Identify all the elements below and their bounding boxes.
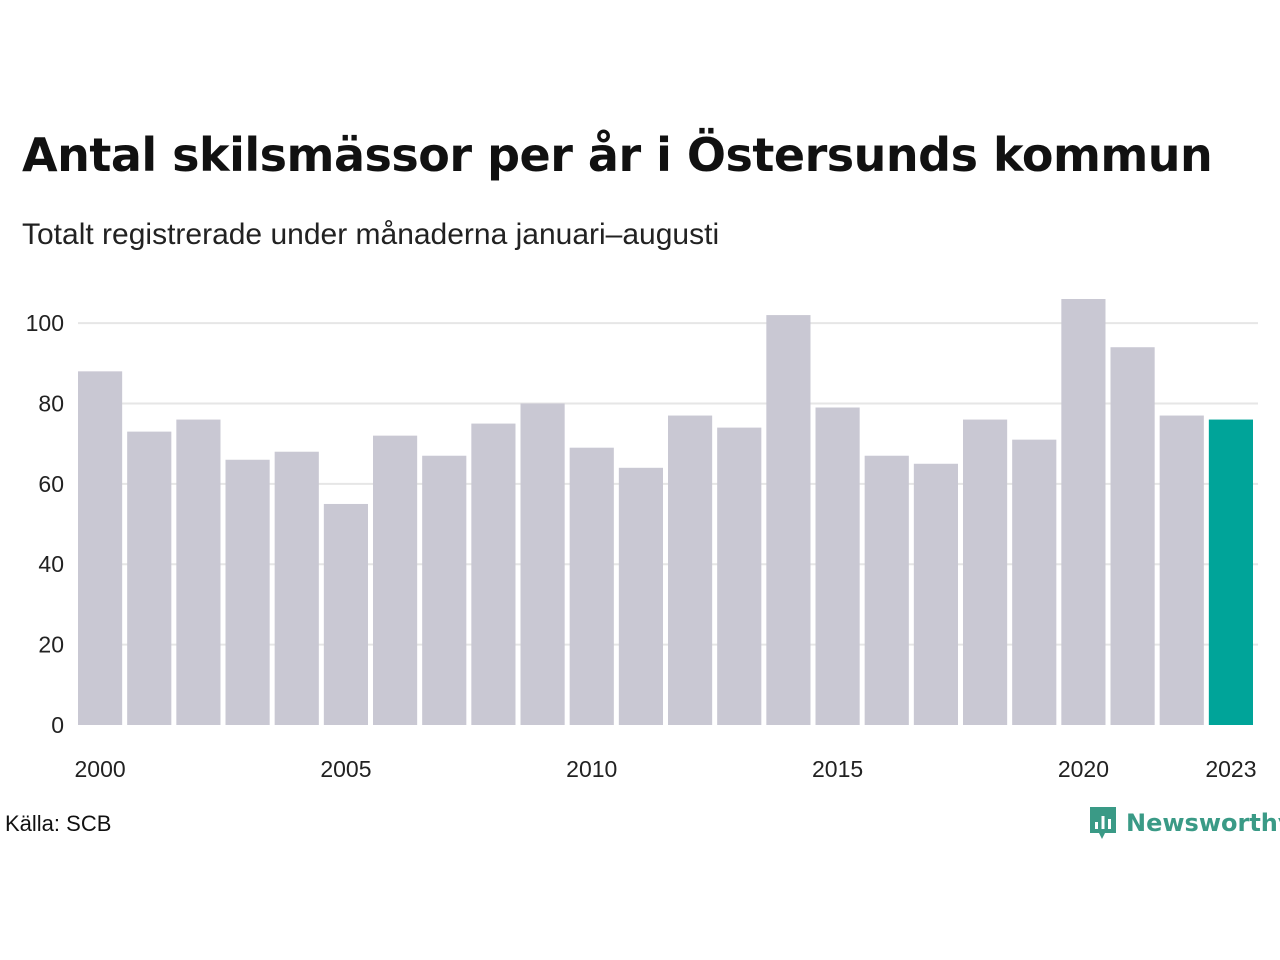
x-tick-label: 2005 — [320, 756, 371, 782]
bar-2022 — [1159, 415, 1204, 725]
x-tick-label: 2000 — [74, 756, 125, 782]
bar-2011 — [618, 467, 663, 725]
bar-2015 — [815, 407, 860, 725]
y-tick-label: 60 — [38, 471, 64, 497]
bar-2020 — [1061, 299, 1106, 725]
y-tick-label: 0 — [51, 712, 64, 738]
brand-name: Newsworthy — [1126, 809, 1280, 837]
bar-2008 — [471, 423, 516, 725]
bar-2006 — [373, 435, 418, 725]
bar-2001 — [127, 431, 172, 725]
x-tick-label: 2010 — [566, 756, 617, 782]
y-tick-label: 100 — [26, 310, 64, 336]
x-tick-label: 2020 — [1058, 756, 1109, 782]
bar-2017 — [913, 463, 958, 725]
bar-2010 — [569, 447, 614, 725]
bar-2003 — [225, 459, 270, 725]
bar-chart-speech-bubble-icon — [1090, 807, 1116, 839]
bar-2013 — [717, 427, 762, 725]
bars — [78, 299, 1253, 725]
bar-2004 — [274, 451, 319, 725]
bar-2000 — [78, 371, 123, 725]
bar-2019 — [1012, 439, 1057, 725]
chart-subtitle: Totalt registrerade under månaderna janu… — [22, 218, 720, 251]
source-note: Källa: SCB — [5, 811, 112, 836]
bar-2023 — [1208, 419, 1253, 725]
y-tick-label: 20 — [38, 632, 64, 658]
y-tick-label: 40 — [38, 551, 64, 577]
x-tick-label: 2023 — [1205, 756, 1256, 782]
bar-chart: 0 20 40 60 80 100 2000 2005 2010 2015 2020 2023 — [26, 299, 1258, 782]
y-tick-label: 80 — [38, 390, 64, 416]
bar-2021 — [1110, 347, 1155, 725]
x-tick-label: 2015 — [812, 756, 863, 782]
x-axis: 2000 2005 2010 2015 2020 2023 — [74, 756, 1256, 782]
y-axis: 0 20 40 60 80 100 — [26, 310, 64, 738]
bar-2012 — [668, 415, 713, 725]
newsworthy-logo: Newsworthy — [1088, 803, 1280, 843]
bar-2002 — [176, 419, 221, 725]
chart-title: Antal skilsmässor per år i Östersunds ko… — [22, 128, 1213, 182]
bar-2016 — [864, 455, 909, 725]
bar-2007 — [422, 455, 467, 725]
bar-2009 — [520, 403, 565, 725]
bar-2018 — [963, 419, 1008, 725]
bar-2005 — [323, 503, 368, 725]
bar-2014 — [766, 315, 811, 725]
